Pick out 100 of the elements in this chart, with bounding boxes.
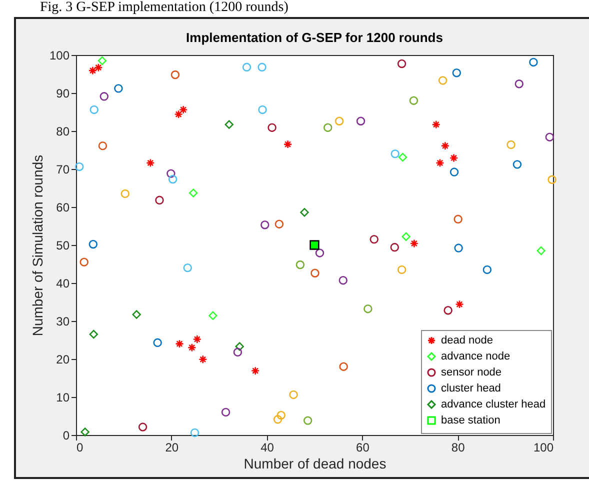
point xyxy=(190,428,200,438)
point xyxy=(90,105,98,114)
legend-label: base station xyxy=(441,414,500,426)
point xyxy=(324,123,332,132)
point xyxy=(188,343,196,352)
point xyxy=(120,189,130,198)
point xyxy=(274,220,284,228)
point xyxy=(268,123,276,132)
point xyxy=(444,306,452,315)
point xyxy=(310,268,320,278)
point xyxy=(506,140,516,150)
y-tick-label: 20 xyxy=(56,352,70,366)
point xyxy=(260,220,270,230)
y-tick-label: 30 xyxy=(56,314,70,328)
y-tick-label: 70 xyxy=(56,162,70,176)
point xyxy=(183,263,192,272)
point xyxy=(449,154,458,162)
x-tick-label: 40 xyxy=(260,440,274,454)
point xyxy=(74,162,84,172)
point xyxy=(402,232,410,241)
point xyxy=(296,260,305,270)
y-tick-label: 40 xyxy=(56,276,70,290)
point xyxy=(88,240,98,249)
point xyxy=(289,390,298,400)
point xyxy=(514,80,524,88)
point xyxy=(370,234,378,244)
point xyxy=(397,59,406,68)
x-tick-label: 0 xyxy=(76,440,84,454)
point xyxy=(155,196,164,205)
point xyxy=(338,276,348,285)
point xyxy=(356,116,366,126)
point xyxy=(548,175,556,184)
point xyxy=(89,330,98,339)
point xyxy=(529,58,538,67)
point xyxy=(258,62,266,72)
point xyxy=(436,158,444,168)
point xyxy=(146,158,155,168)
y-tick-label: 0 xyxy=(62,428,70,442)
point xyxy=(432,120,440,129)
point xyxy=(364,304,372,314)
point xyxy=(168,174,178,184)
y-tick-label: 60 xyxy=(56,200,70,214)
point xyxy=(536,246,546,256)
x-axis-title: Number of dead nodes xyxy=(244,456,386,472)
point xyxy=(339,362,348,371)
point xyxy=(310,240,320,250)
point xyxy=(235,342,244,351)
legend-label: advance cluster head xyxy=(441,398,546,410)
y-tick-label: 50 xyxy=(56,238,70,252)
point xyxy=(409,96,418,105)
legend-label: advance node xyxy=(441,350,510,362)
y-tick-label: 80 xyxy=(56,124,70,138)
point xyxy=(315,248,324,258)
chart-title: Implementation of G-SEP for 1200 rounds xyxy=(186,30,443,45)
point xyxy=(233,348,242,357)
point xyxy=(438,76,448,85)
y-tick-label: 90 xyxy=(56,86,70,100)
point xyxy=(98,141,108,150)
point xyxy=(303,416,312,425)
point xyxy=(166,169,176,178)
x-tick-label: 100 xyxy=(533,440,554,454)
point xyxy=(276,410,286,420)
point xyxy=(224,120,234,129)
point xyxy=(454,214,462,224)
point xyxy=(455,300,464,309)
point xyxy=(440,141,450,150)
point xyxy=(170,70,180,80)
legend-label: dead node xyxy=(441,334,493,346)
legend-label: sensor node xyxy=(441,366,502,378)
point xyxy=(258,105,267,114)
point xyxy=(242,62,252,72)
point xyxy=(250,366,260,376)
point xyxy=(390,149,400,158)
point xyxy=(188,188,198,198)
caption: Fig. 3 G-SEP implementation (1200 rounds) xyxy=(40,0,288,16)
point xyxy=(198,355,208,364)
point xyxy=(80,258,88,266)
point xyxy=(397,265,406,274)
point xyxy=(545,132,554,142)
point xyxy=(98,56,107,66)
point xyxy=(114,84,123,93)
point xyxy=(138,422,148,432)
legend-label: cluster head xyxy=(441,382,501,394)
point xyxy=(221,408,230,417)
point xyxy=(283,140,292,149)
y-tick-label: 100 xyxy=(49,48,70,62)
point xyxy=(390,242,399,252)
point xyxy=(132,310,141,319)
x-tick-label: 20 xyxy=(165,440,179,454)
y-tick-label: 10 xyxy=(56,390,70,404)
point xyxy=(100,92,108,101)
point xyxy=(398,152,408,162)
y-axis-title: Number of Simulation rounds xyxy=(29,154,46,336)
point xyxy=(80,428,90,436)
x-tick-label: 80 xyxy=(451,440,466,454)
point xyxy=(175,339,184,348)
point xyxy=(192,334,202,344)
point xyxy=(273,415,282,424)
point xyxy=(410,239,419,248)
point xyxy=(300,208,309,217)
